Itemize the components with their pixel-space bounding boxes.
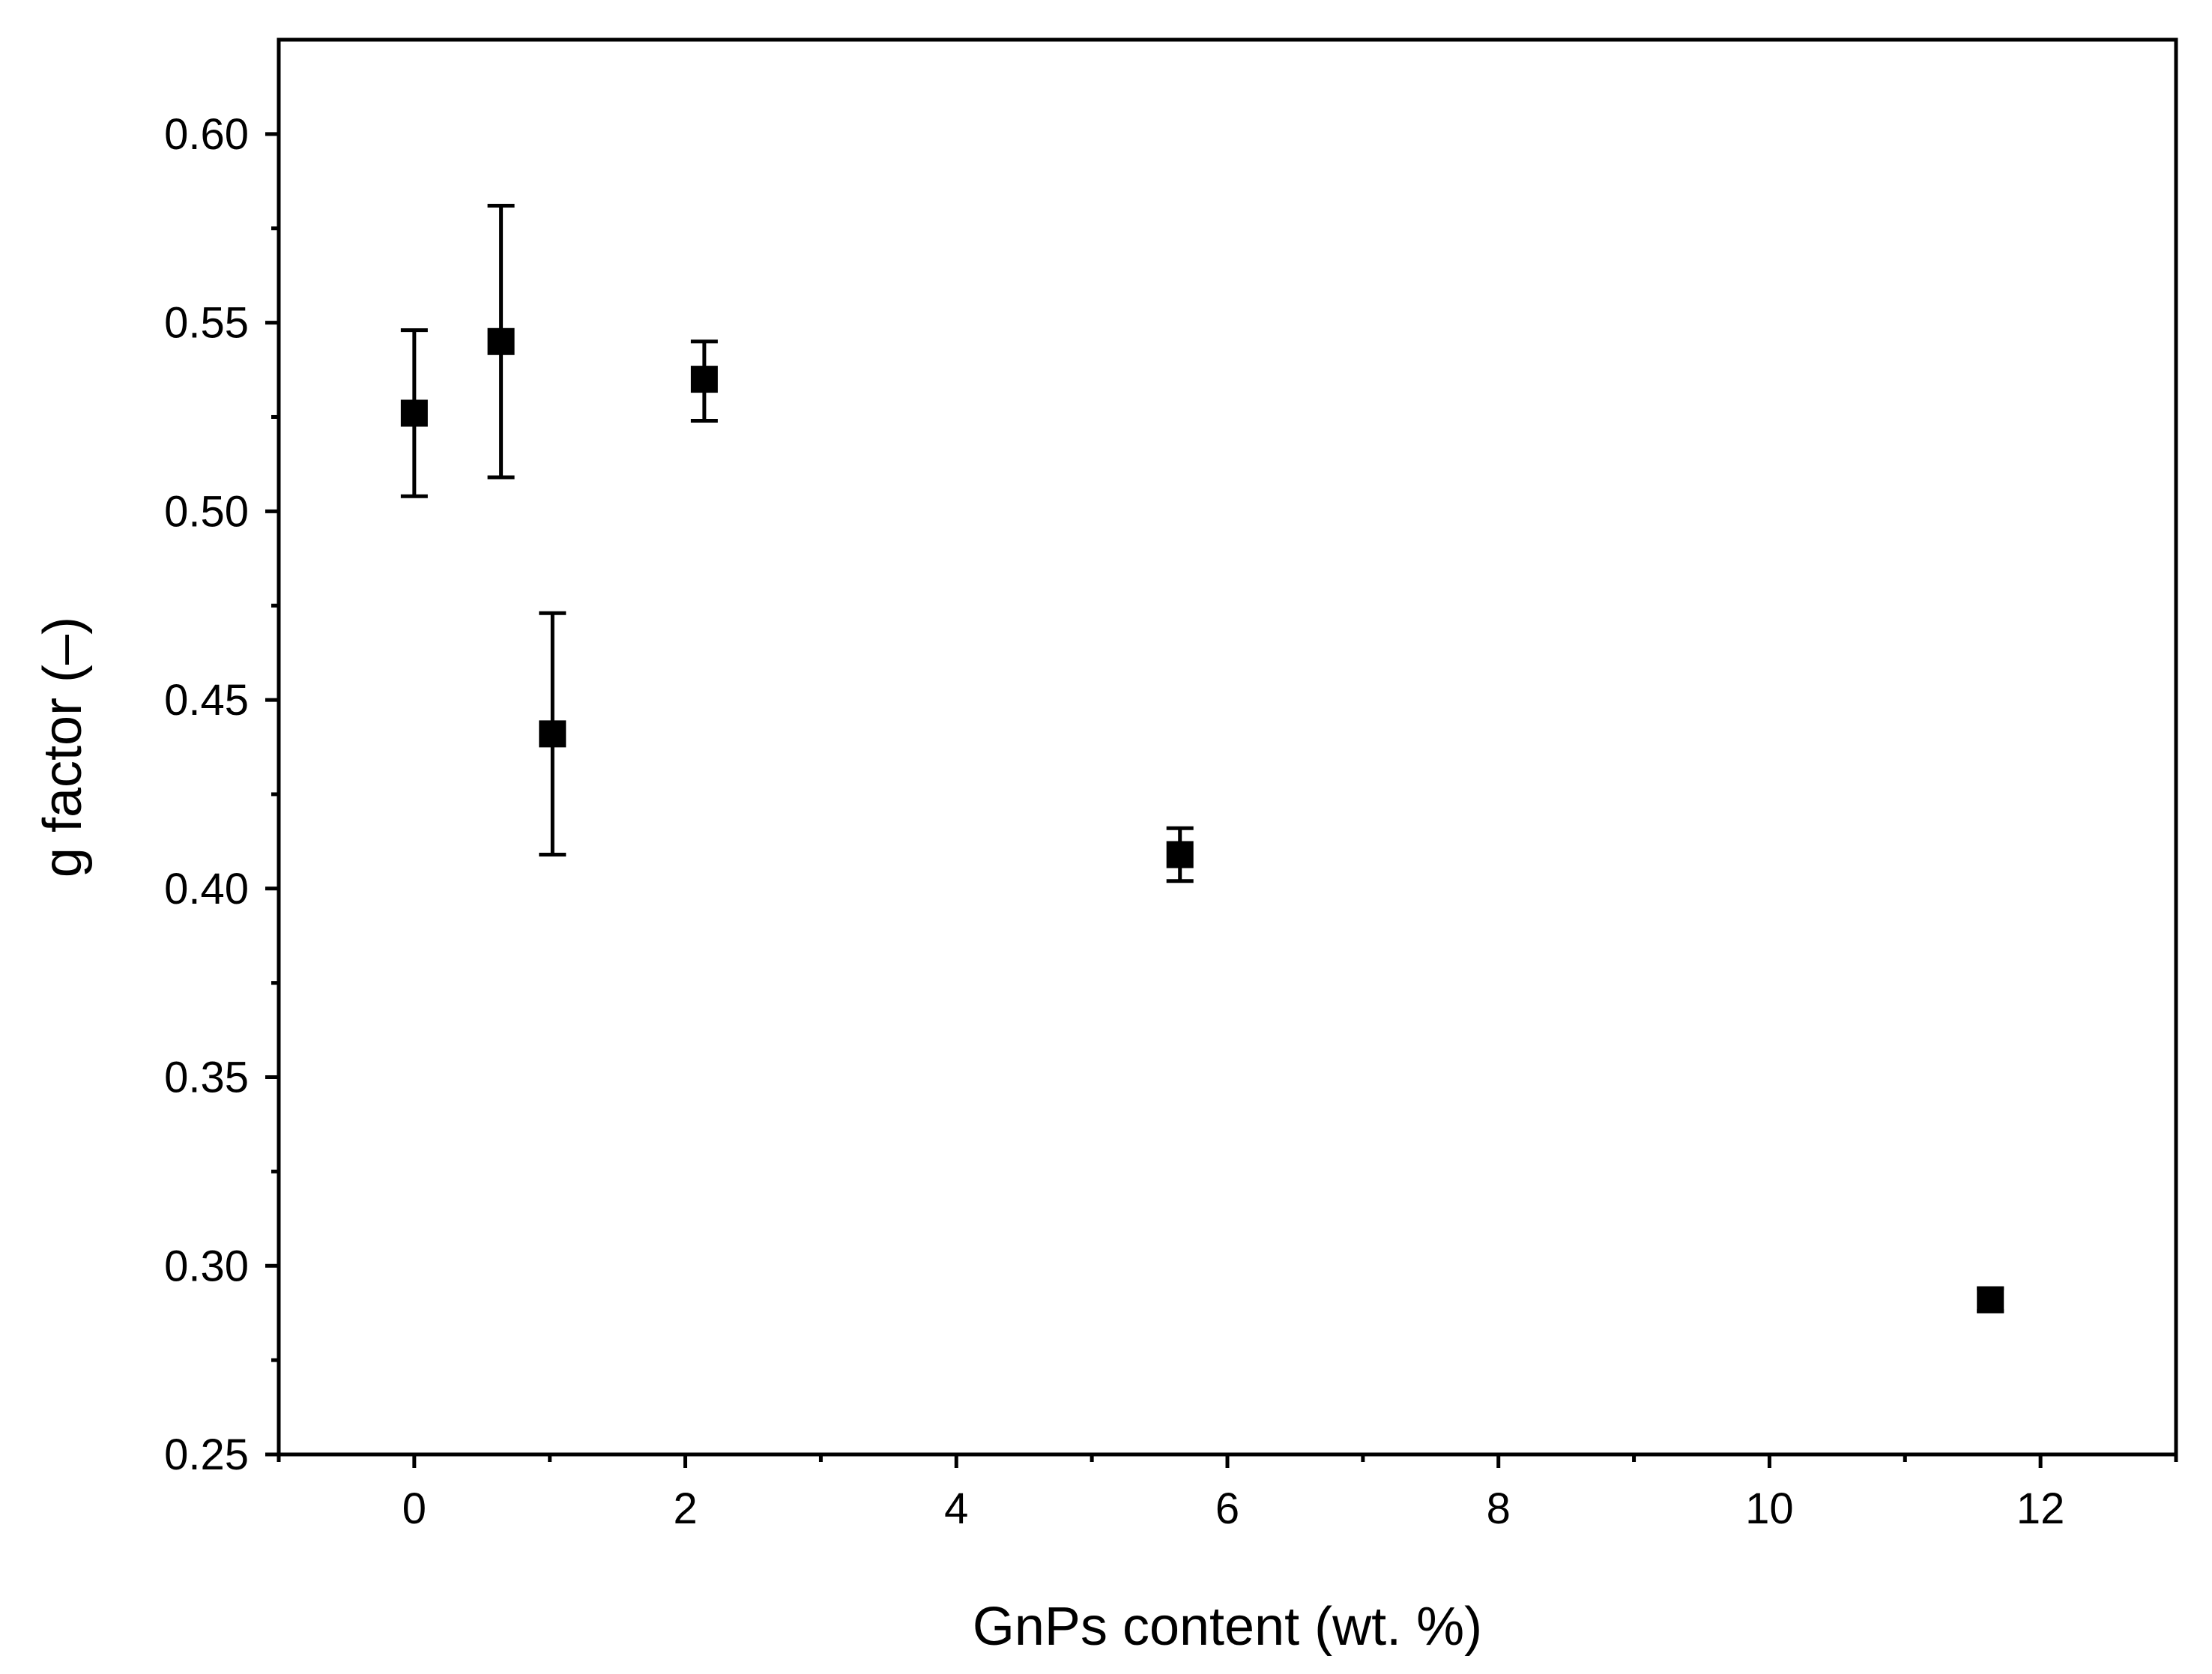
y-tick-label: 0.30: [164, 1242, 249, 1290]
x-tick-label: 8: [1487, 1484, 1511, 1533]
x-tick-label: 0: [402, 1484, 426, 1533]
data-point: [539, 720, 566, 748]
y-tick-label: 0.50: [164, 487, 249, 536]
y-axis-title: g factor (–): [33, 617, 93, 877]
x-axis-title: GnPs content (wt. %): [973, 1597, 1482, 1657]
y-axis-ticks: 0.25 0.30 0.35 0.40 0.45 0.50 0.55 0.60: [164, 110, 279, 1479]
data-point: [1977, 1286, 2004, 1314]
data-point: [400, 399, 428, 427]
x-tick-label: 10: [1745, 1484, 1794, 1533]
y-tick-label: 0.40: [164, 865, 249, 913]
data-point: [487, 327, 515, 355]
data-point: [1166, 841, 1194, 868]
y-tick-label: 0.25: [164, 1430, 249, 1479]
x-tick-label: 6: [1215, 1484, 1239, 1533]
x-tick-label: 2: [673, 1484, 697, 1533]
data-point: [690, 366, 718, 393]
data-points: [400, 327, 2004, 1314]
y-tick-label: 0.35: [164, 1054, 249, 1102]
x-tick-label: 4: [944, 1484, 968, 1533]
x-axis-ticks: 0 2 4 6 8 10 12: [276, 1454, 2178, 1533]
y-tick-label: 0.60: [164, 110, 249, 159]
y-tick-label: 0.55: [164, 299, 249, 348]
error-bars: [400, 204, 2004, 1314]
x-tick-label: 12: [2016, 1484, 2065, 1533]
y-tick-label: 0.45: [164, 676, 249, 725]
